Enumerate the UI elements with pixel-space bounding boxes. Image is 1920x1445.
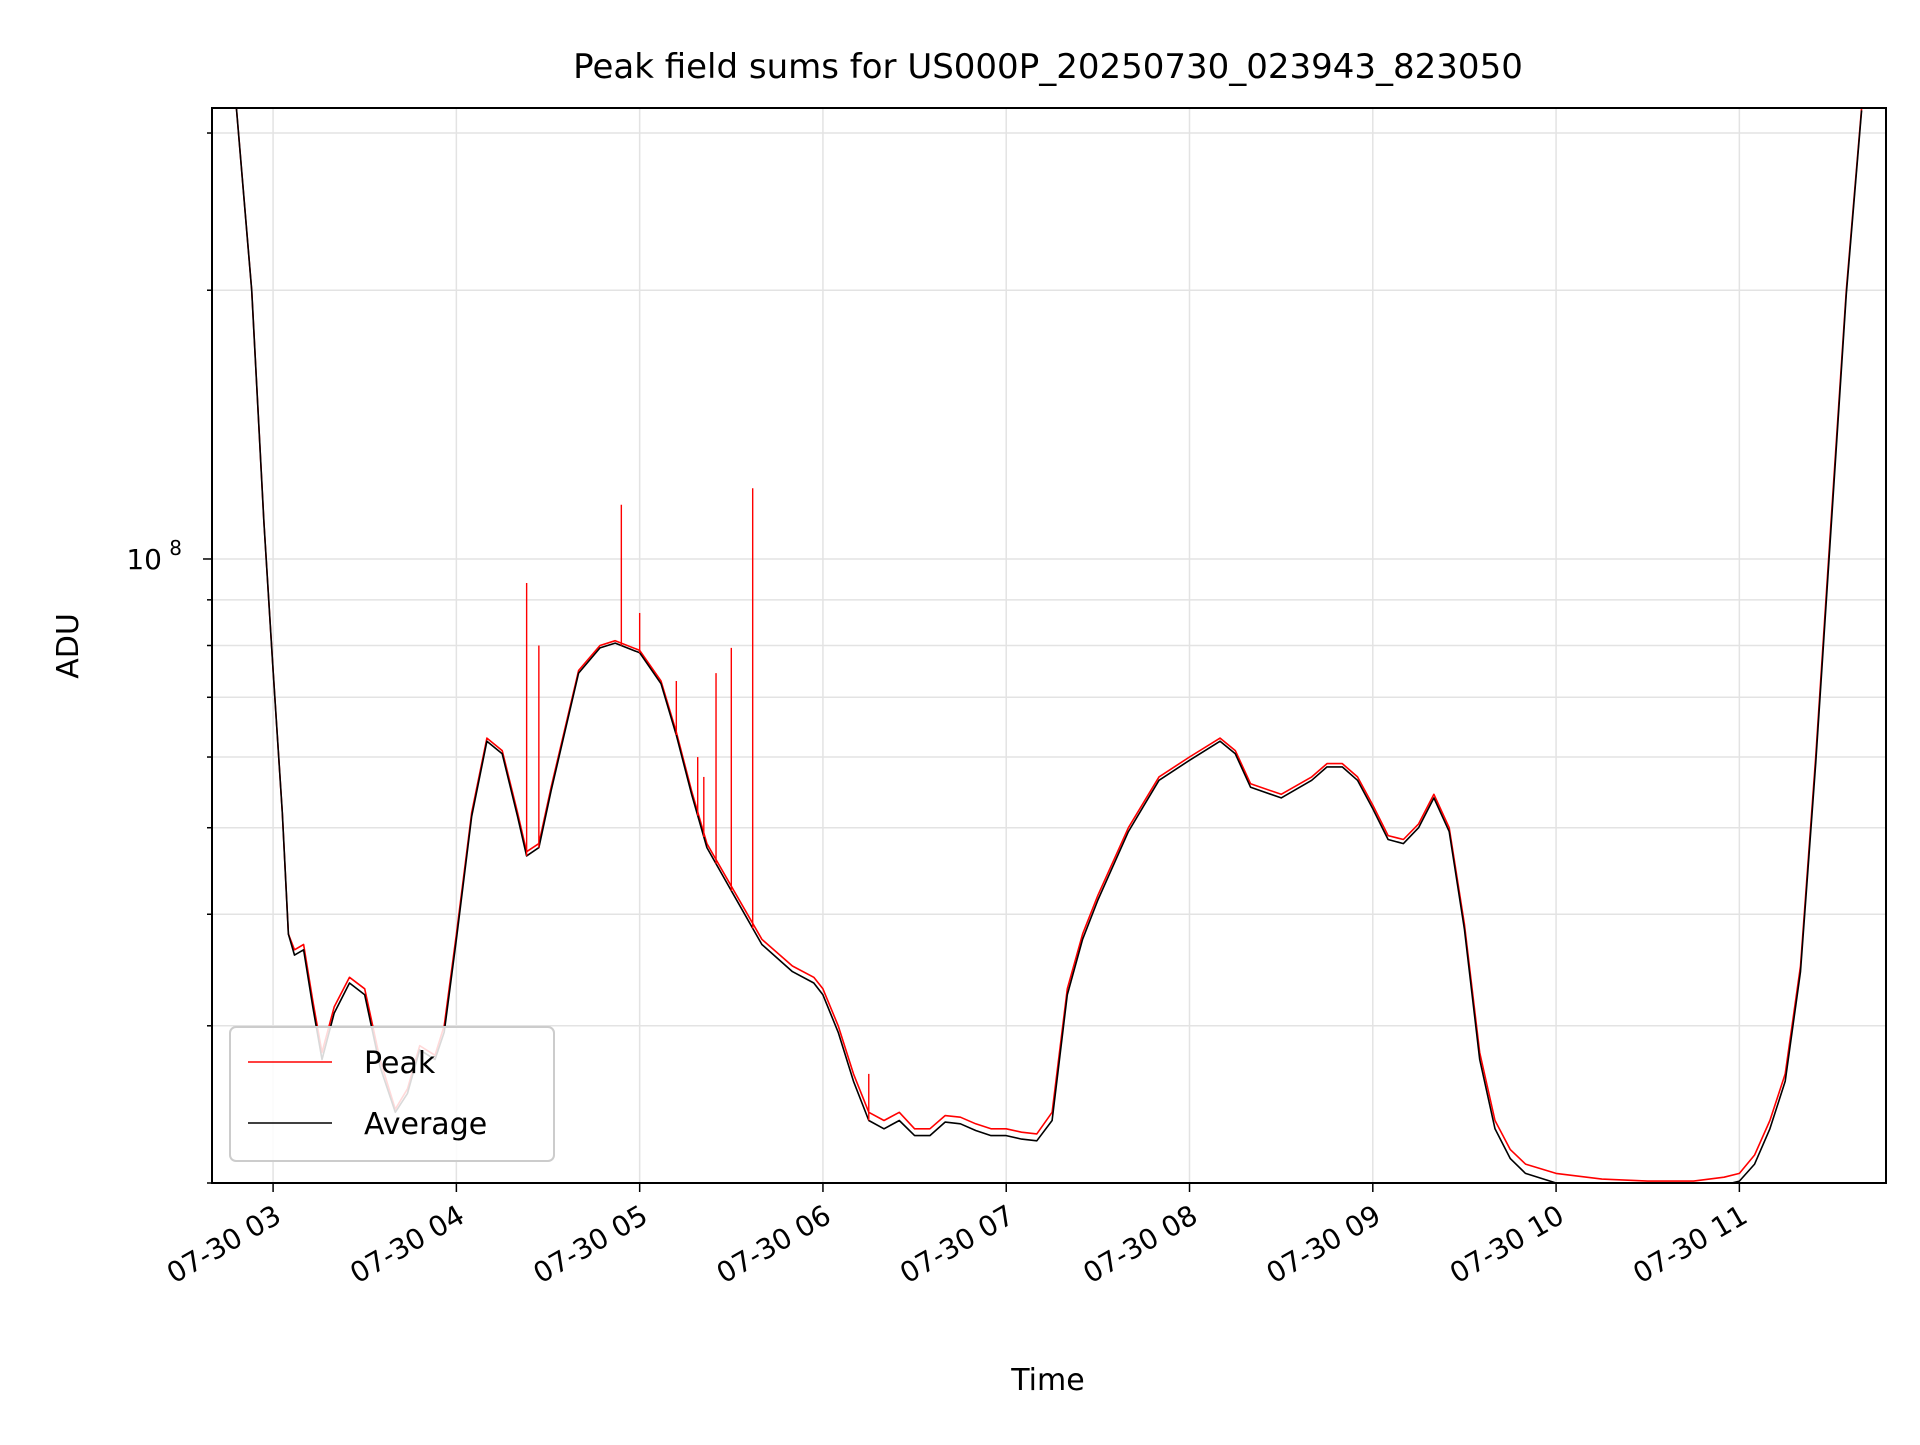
legend-label-peak: Peak [364,1046,436,1081]
legend-label-average: Average [364,1107,487,1142]
x-tick-label: 07-30 06 [711,1198,837,1290]
grid [212,108,1886,1184]
y-tick-label: 10 [126,543,162,576]
x-tick-label: 07-30 11 [1627,1198,1753,1290]
x-tick-label: 07-30 05 [528,1198,654,1290]
x-tick-label: 07-30 03 [161,1198,287,1290]
x-tick-label: 07-30 08 [1077,1198,1203,1290]
y-axis: 10 8 [126,132,212,1184]
x-tick-label: 07-30 09 [1261,1198,1387,1290]
y-axis-label: ADU [51,613,86,679]
x-tick-label: 07-30 04 [344,1198,470,1290]
x-tick-label: 07-30 07 [894,1198,1020,1290]
x-tick-label: 07-30 10 [1444,1198,1570,1290]
legend: Peak Average [229,1026,555,1162]
legend-box [229,1026,555,1162]
y-tick-label-exponent: 8 [169,536,182,560]
series-line-peak [235,108,1863,1182]
x-axis-label: Time [1010,1363,1084,1398]
x-axis: 07-30 03 07-30 04 07-30 05 07-30 06 07-30 07… [161,1183,1753,1290]
chart-title: Peak field sums for US000P_20250730_0239… [573,47,1523,87]
